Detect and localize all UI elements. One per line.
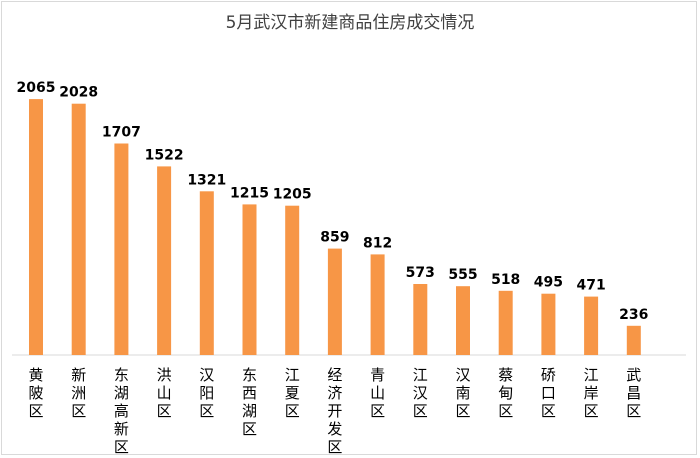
bar-2 bbox=[71, 103, 86, 355]
value-label-12: 518 bbox=[491, 272, 520, 288]
bar-12 bbox=[498, 290, 513, 355]
bars-group bbox=[29, 99, 641, 355]
bar-10 bbox=[413, 284, 428, 355]
category-label-15: 武昌区 bbox=[626, 366, 641, 420]
category-label-5: 汉阳区 bbox=[199, 366, 214, 420]
category-label-7: 江夏区 bbox=[285, 366, 300, 420]
value-label-1: 2065 bbox=[17, 80, 56, 96]
category-label-13: 硚口区 bbox=[541, 366, 556, 420]
value-label-3: 1707 bbox=[102, 125, 141, 141]
value-label-15: 236 bbox=[619, 307, 648, 323]
category-label-12: 蔡甸区 bbox=[498, 366, 513, 420]
bar-3 bbox=[114, 143, 129, 355]
bar-8 bbox=[327, 248, 342, 355]
category-label-14: 江岸区 bbox=[584, 366, 599, 420]
value-label-8: 859 bbox=[320, 230, 349, 246]
bar-14 bbox=[584, 296, 599, 355]
category-label-1: 黄陂区 bbox=[28, 366, 43, 420]
category-label-4: 洪山区 bbox=[157, 366, 172, 420]
bar-11 bbox=[456, 286, 470, 355]
chart-title: 5月武汉市新建商品住房成交情况 bbox=[226, 13, 475, 33]
value-label-5: 1321 bbox=[187, 172, 226, 188]
category-label-6: 东西湖区 bbox=[242, 366, 257, 438]
bar-7 bbox=[285, 205, 300, 355]
value-label-7: 1205 bbox=[273, 187, 312, 203]
bar-6 bbox=[242, 204, 257, 355]
value-label-11: 555 bbox=[448, 267, 477, 283]
bar-5 bbox=[199, 191, 214, 355]
category-label-9: 青山区 bbox=[370, 366, 385, 420]
category-label-3: 东湖高新区 bbox=[114, 366, 129, 456]
category-label-2: 新洲区 bbox=[71, 366, 86, 420]
value-label-4: 1522 bbox=[145, 147, 184, 163]
value-label-9: 812 bbox=[363, 235, 392, 251]
bar-9 bbox=[370, 254, 385, 355]
value-label-6: 1215 bbox=[230, 185, 269, 201]
category-labels-group: 黄陂区 新洲区 东湖高新区 洪山区 汉阳区 东西湖区 江夏区 经济开发区 青山区 江汉区 汉南区 蔡甸… bbox=[28, 366, 641, 456]
bar-1 bbox=[29, 99, 43, 355]
value-label-14: 471 bbox=[576, 278, 605, 294]
bar-15 bbox=[626, 325, 641, 355]
value-label-10: 573 bbox=[406, 265, 435, 281]
value-label-2: 2028 bbox=[59, 85, 98, 101]
category-label-11: 汉南区 bbox=[455, 366, 470, 420]
category-label-8: 经济开发区 bbox=[327, 366, 342, 456]
value-label-13: 495 bbox=[534, 275, 563, 291]
bar-4 bbox=[157, 166, 172, 355]
category-label-10: 江汉区 bbox=[413, 366, 428, 420]
bar-13 bbox=[541, 293, 556, 355]
